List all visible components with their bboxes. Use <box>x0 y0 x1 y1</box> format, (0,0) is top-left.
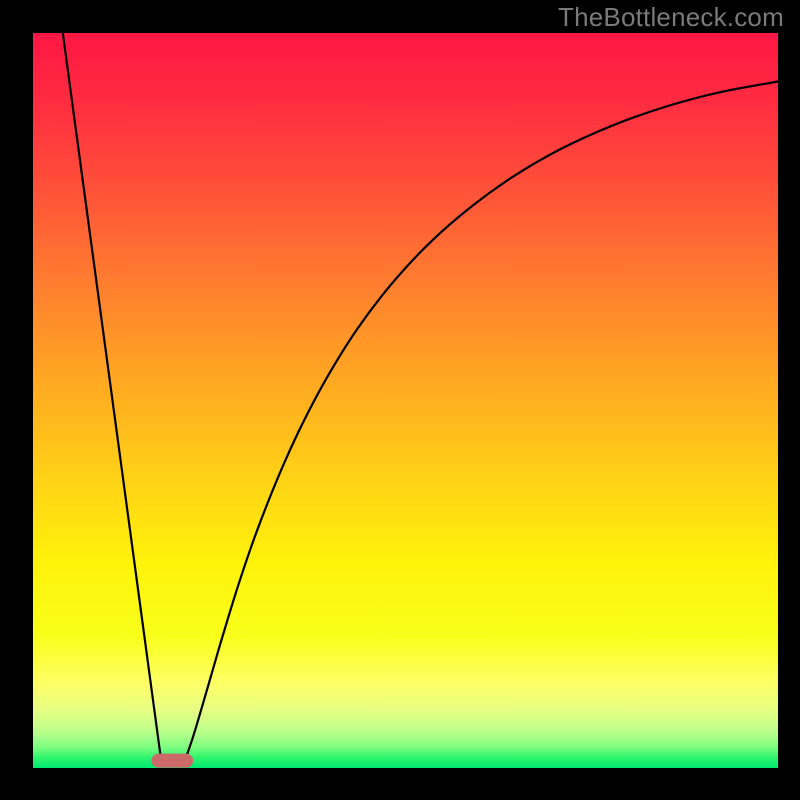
curve-minimum-marker <box>151 754 193 768</box>
bottleneck-curve-right <box>185 82 778 761</box>
bottleneck-curve-left <box>63 33 161 760</box>
chart-curve-svg <box>33 33 778 768</box>
watermark-text: TheBottleneck.com <box>558 2 784 33</box>
chart-plot-area <box>33 33 778 768</box>
